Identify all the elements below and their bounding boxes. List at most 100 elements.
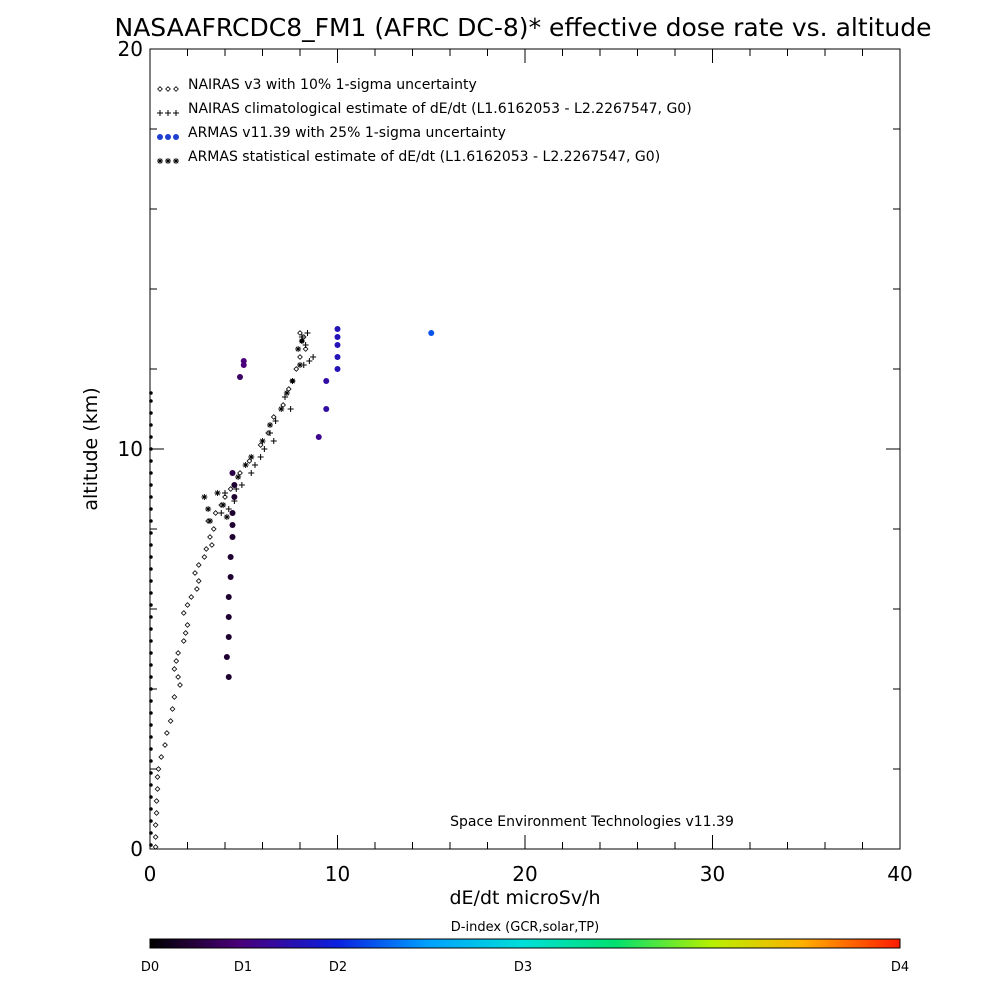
data-point-dot-small (149, 771, 153, 775)
legend-marker (173, 158, 179, 164)
data-point-dot-small (149, 435, 153, 439)
data-point-diamond (169, 706, 176, 712)
data-point-dot (225, 634, 232, 640)
data-point-dot (323, 378, 330, 384)
data-point-plus (257, 454, 264, 460)
data-point-diamond (167, 718, 174, 724)
data-point-dot (229, 470, 236, 476)
legend-marker (157, 134, 163, 140)
data-point-dot-small (149, 843, 153, 847)
data-point-diamond (177, 682, 183, 688)
data-point-plus (287, 406, 294, 412)
data-point-diamond (175, 650, 181, 656)
legend-label: ARMAS statistical estimate of dE/dt (L1.… (188, 149, 660, 165)
data-point-asterisk (235, 474, 242, 480)
data-point-diamond (184, 622, 191, 628)
data-point-dot (231, 482, 238, 488)
data-point-dot (334, 326, 341, 332)
data-point-asterisk (201, 494, 208, 500)
data-point-asterisk (267, 422, 273, 428)
data-point-dot-small (149, 483, 153, 487)
legend-marker (173, 110, 179, 116)
data-point-asterisk (214, 490, 221, 496)
data-point-dot-small (149, 399, 153, 403)
data-point-dot-small (149, 447, 153, 451)
data-point-dot-small (149, 759, 153, 763)
data-point-diamond (152, 844, 159, 850)
data-point-dot-small (149, 591, 153, 595)
data-point-diamond (171, 694, 178, 700)
data-point-diamond (270, 414, 277, 420)
data-point-asterisk (248, 454, 255, 460)
data-point-diamond (153, 798, 160, 804)
data-point-dot-small (149, 711, 153, 715)
data-point-dot-small (149, 663, 153, 667)
data-point-diamond (297, 330, 303, 336)
y-tick-label: 10 (118, 437, 143, 461)
x-tick-label: 20 (512, 862, 537, 886)
y-tick-label: 0 (130, 837, 143, 861)
data-point-dot (229, 534, 236, 540)
data-point-plus (310, 354, 317, 360)
data-point-dot-small (149, 615, 153, 619)
data-point-diamond (297, 354, 303, 360)
data-point-dot-small (149, 747, 153, 751)
data-point-diamond (246, 458, 253, 464)
x-tick-label: 30 (700, 862, 725, 886)
data-point-diamond (154, 786, 161, 792)
data-point-dot-small (149, 627, 153, 631)
data-point-asterisk (205, 506, 212, 512)
data-point-diamond (184, 602, 191, 608)
colorbar-label: D4 (891, 960, 909, 975)
data-point-plus (238, 482, 245, 488)
legend-marker (173, 134, 179, 140)
data-point-diamond (173, 658, 180, 664)
legend-label: ARMAS v11.39 with 25% 1-sigma uncertaint… (188, 125, 506, 141)
legend-marker (165, 158, 171, 164)
colorbar-title: D-index (GCR,solar,TP) (451, 920, 599, 935)
data-point-dot-small (149, 651, 153, 655)
data-point-dot (231, 494, 238, 500)
data-point-asterisk (259, 438, 266, 444)
data-point-dot (334, 366, 341, 372)
data-point-dot (315, 434, 322, 440)
data-point-asterisk (283, 390, 290, 396)
legend-marker (165, 134, 171, 140)
data-point-plus (248, 470, 255, 476)
x-tick-label: 10 (325, 862, 350, 886)
data-point-dot (428, 330, 435, 336)
data-point-dot (223, 654, 230, 660)
data-point-dot-small (149, 543, 153, 547)
data-point-asterisk (242, 462, 249, 468)
data-point-diamond (154, 774, 161, 780)
data-point-dot-small (149, 639, 153, 643)
data-point-dot-small (149, 519, 153, 523)
legend: NAIRAS v3 with 10% 1-sigma uncertainty NA… (157, 77, 692, 165)
colorbar-label: D3 (514, 960, 532, 975)
data-point-dot-small (149, 459, 153, 463)
legend-label: NAIRAS v3 with 10% 1-sigma uncertainty (188, 77, 477, 93)
axis-tick-labels: 0 10 20 30 40 0 10 20 (118, 37, 913, 886)
data-point-dot-small (149, 783, 153, 787)
data-point-diamond (153, 810, 160, 816)
data-point-dot-small (149, 531, 153, 535)
data-point-asterisk (207, 518, 213, 524)
data-point-dot (225, 594, 232, 600)
data-point-dot (334, 354, 341, 360)
data-point-diamond (175, 674, 181, 680)
data-point-dot (240, 358, 247, 364)
axis-ticks (149, 48, 901, 850)
data-point-dot-small (149, 411, 153, 415)
y-tick-label: 20 (118, 37, 143, 61)
data-point-diamond (257, 442, 264, 448)
data-points (149, 326, 435, 850)
data-point-asterisk (223, 514, 230, 520)
colorbar-label: D0 (141, 960, 159, 975)
colorbar (149, 938, 901, 949)
data-point-diamond (180, 638, 187, 644)
x-tick-label: 40 (887, 862, 912, 886)
data-point-dot-small (149, 831, 153, 835)
data-point-diamond (152, 834, 159, 840)
legend-label: NAIRAS climatological estimate of dE/dt … (188, 101, 692, 117)
credit-text: Space Environment Technologies v11.39 (450, 814, 734, 830)
